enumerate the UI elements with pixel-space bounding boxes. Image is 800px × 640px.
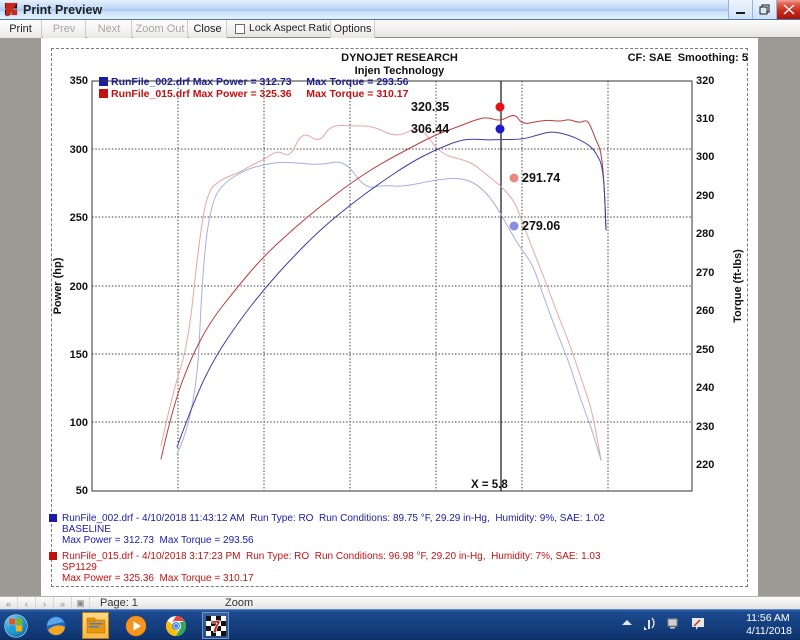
svg-text:320: 320 [696,75,714,87]
svg-text:306.44: 306.44 [411,122,449,136]
svg-text:300: 300 [70,144,88,156]
svg-text:100: 100 [70,417,88,429]
svg-text:Power (hp): Power (hp) [52,257,64,314]
svg-text:X = 5.8: X = 5.8 [471,479,508,491]
svg-text:250: 250 [70,212,88,224]
svg-text:Torque (ft-lbs): Torque (ft-lbs) [732,249,744,323]
svg-text:291.74: 291.74 [522,171,560,185]
svg-text:250: 250 [696,344,714,356]
svg-text:150: 150 [70,349,88,361]
svg-text:280: 280 [696,228,714,240]
svg-text:50: 50 [76,485,88,497]
svg-text:240: 240 [696,382,714,394]
svg-text:290: 290 [696,190,714,202]
svg-text:310: 310 [696,113,714,125]
svg-text:300: 300 [696,151,714,163]
svg-text:220: 220 [696,459,714,471]
svg-text:260: 260 [696,305,714,317]
svg-text:320.35: 320.35 [411,100,449,114]
svg-text:270: 270 [696,267,714,279]
svg-text:279.06: 279.06 [522,219,560,233]
svg-text:7: 7 [211,619,220,636]
svg-text:230: 230 [696,421,714,433]
svg-text:350: 350 [70,75,88,87]
svg-text:200: 200 [70,281,88,293]
